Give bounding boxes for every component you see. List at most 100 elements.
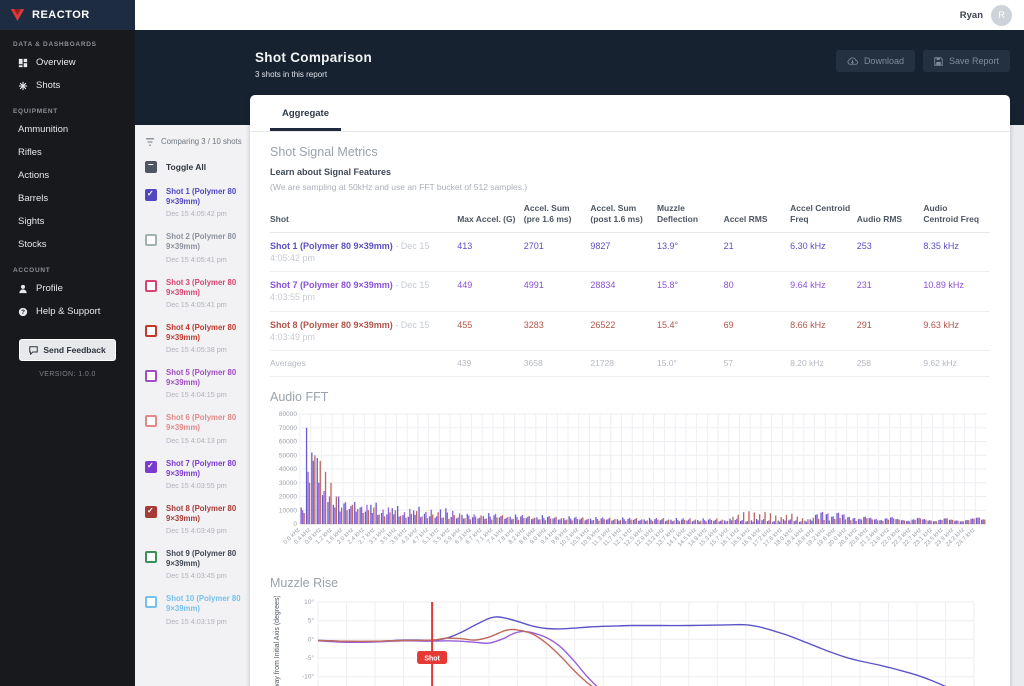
average-value: 8.20 kHz (790, 350, 857, 378)
shot-list-item[interactable]: Shot 5 (Polymer 80 9×39mm) Dec 15 4:04:15… (135, 361, 250, 406)
sidebar: REACTOR DATA & DASHBOARDS Overview Shots EQ… (0, 0, 135, 686)
nav-section-label-account: ACCOUNT (13, 267, 51, 274)
metric-value: 69 (723, 311, 791, 351)
version-label: VERSION: 1.0.0 (39, 371, 96, 378)
sidebar-item-profile[interactable]: Profile (0, 277, 135, 300)
metric-value: 9.64 kHz (790, 271, 857, 312)
metric-value: 28834 (590, 271, 657, 312)
filter-icon (145, 137, 155, 146)
download-button[interactable]: Download (835, 50, 915, 72)
shot-list: Shot 1 (Polymer 80 9×39mm) Dec 15 4:05:42… (135, 180, 250, 633)
sidebar-item-overview[interactable]: Overview (0, 51, 135, 74)
tab-bar: Aggregate (250, 95, 1010, 132)
speech-bubble-icon (29, 345, 39, 355)
avatar[interactable]: R (991, 4, 1012, 26)
svg-text:80000: 80000 (279, 411, 297, 418)
shot-item-text: Shot 10 (Polymer 80 9×39mm) Dec 15 4:03:1… (166, 594, 246, 625)
metric-value: 253 (856, 232, 924, 273)
metric-value: 4991 (523, 271, 591, 312)
tab-aggregate[interactable]: Aggregate (270, 95, 341, 131)
sidebar-item-label: Ammunition (18, 124, 69, 135)
fft-section: Audio FFT 0 10000 20000 30000 40000 50000 6000… (250, 377, 1010, 563)
save-report-button[interactable]: Save Report (922, 50, 1010, 72)
shot-item-time: Dec 15 4:05:41 pm (166, 254, 227, 264)
main-area: Ryan R Shot Comparison 3 shots in this r… (135, 0, 1024, 686)
metric-value: 8.35 kHz (923, 232, 990, 273)
metric-value: 13.9° (656, 232, 724, 273)
shot-cell: Shot 8 (Polymer 80 9×39mm) - Dec 15 4:03… (270, 311, 458, 351)
shot-item-text: Shot 4 (Polymer 80 9×39mm) Dec 15 4:05:38… (166, 323, 246, 354)
table-header-row: Shot Max Accel. (G) Accel. Sum (pre 1.6 ms… (270, 200, 990, 233)
shot-list-item[interactable]: Shot 8 (Polymer 80 9×39mm) Dec 15 4:03:49… (135, 497, 250, 542)
toggle-all-checkbox[interactable] (145, 159, 157, 173)
sidebar-item-barrels[interactable]: Barrels (0, 187, 135, 210)
metric-value: 80 (723, 271, 791, 312)
shot-checkbox[interactable] (145, 551, 157, 563)
shot-checkbox[interactable] (145, 189, 157, 201)
send-feedback-label: Send Feedback (43, 345, 106, 355)
shot-item-name: Shot 7 (Polymer 80 9×39mm) (166, 458, 237, 478)
sidebar-item-label: Stocks (18, 239, 47, 250)
metric-value: 21 (723, 232, 791, 273)
shot-list-item[interactable]: Shot 1 (Polymer 80 9×39mm) Dec 15 4:05:42… (135, 180, 250, 225)
shot-panel-header: Comparing 3 / 10 shots (135, 135, 250, 154)
column-header-accel-sum-post-1-6-ms: Accel. Sum (post 1.6 ms) (590, 200, 657, 233)
shot-checkbox[interactable] (145, 460, 157, 473)
card-wrap: Aggregate Shot Signal Metrics Learn abou… (250, 95, 1024, 686)
sidebar-item-actions[interactable]: Actions (0, 164, 135, 187)
shot-list-item[interactable]: Shot 7 (Polymer 80 9×39mm) Dec 15 4:03:55… (135, 452, 250, 497)
shot-item-name: Shot 5 (Polymer 80 9×39mm) (166, 368, 237, 388)
content-row: Comparing 3 / 10 shots Toggle All Shot 1… (135, 95, 1024, 686)
svg-text:?: ? (21, 309, 25, 316)
sidebar-item-shots[interactable]: Shots (0, 74, 135, 97)
average-value: 439 (457, 350, 524, 378)
shot-list-item[interactable]: Shot 2 (Polymer 80 9×39mm) Dec 15 4:05:41… (135, 225, 250, 270)
shot-checkbox[interactable] (145, 324, 157, 337)
average-value: 15.0° (656, 350, 724, 378)
metrics-title: Shot Signal Metrics (270, 145, 378, 159)
metric-value: 9.63 kHz (923, 311, 990, 351)
shot-checkbox[interactable] (145, 370, 157, 382)
sidebar-item-sights[interactable]: Sights (0, 210, 135, 233)
column-header-accel-centroid-freq: Accel Centroid Freq (790, 200, 857, 233)
shot-row-time: - Dec 15 4:03:49 pm (270, 319, 430, 342)
shot-item-name: Shot 3 (Polymer 80 9×39mm) (166, 277, 237, 297)
metric-value: 291 (856, 311, 924, 351)
metrics-table-head: Shot Max Accel. (G) Accel. Sum (pre 1.6 ms… (270, 200, 990, 233)
shot-link[interactable]: Shot 1 (Polymer 80 9×39mm) (270, 240, 393, 251)
shot-checkbox[interactable] (145, 415, 157, 428)
averages-row: Averages 439 3658 21728 15.0° 57 8.20 kHz 258 9.… (270, 350, 990, 378)
sidebar-item-stocks[interactable]: Stocks (0, 233, 135, 256)
shot-link[interactable]: Shot 8 (Polymer 80 9×39mm) (270, 319, 393, 330)
average-value: 3658 (523, 350, 591, 378)
sidebar-nav: DATA & DASHBOARDS Overview Shots EQUIPMENT A… (0, 30, 135, 323)
column-header-shot: Shot (270, 200, 458, 233)
shot-list-item[interactable]: Shot 4 (Polymer 80 9×39mm) Dec 15 4:05:38… (135, 316, 250, 361)
shot-list-item[interactable]: Shot 6 (Polymer 80 9×39mm) Dec 15 4:04:13… (135, 406, 250, 451)
toggle-all-row[interactable]: Toggle All (135, 154, 250, 180)
metric-value: 2701 (523, 232, 591, 273)
shot-item-name: Shot 6 (Polymer 80 9×39mm) (166, 413, 237, 433)
svg-text:5°: 5° (308, 617, 315, 625)
top-strip: Ryan R (135, 0, 1024, 30)
shot-checkbox[interactable] (145, 596, 157, 609)
user-name: Ryan (959, 9, 983, 21)
shot-item-name: Shot 2 (Polymer 80 9×39mm) (166, 232, 237, 252)
shot-list-item[interactable]: Shot 9 (Polymer 80 9×39mm) Dec 15 4:03:45… (135, 542, 250, 587)
learn-signal-features-link[interactable]: Learn about Signal Features (270, 167, 392, 177)
shot-checkbox[interactable] (145, 505, 157, 518)
shot-checkbox[interactable] (145, 279, 157, 292)
brand: REACTOR (0, 0, 135, 30)
send-feedback-button[interactable]: Send Feedback (19, 339, 116, 361)
page-header-titles: Shot Comparison 3 shots in this report (255, 50, 372, 79)
shot-row-time: - Dec 15 4:03:55 pm (270, 280, 430, 303)
sidebar-item-help-support[interactable]: ? Help & Support (0, 300, 135, 323)
svg-text:50000: 50000 (279, 453, 297, 460)
sidebar-item-ammunition[interactable]: Ammunition (0, 118, 135, 141)
shot-link[interactable]: Shot 7 (Polymer 80 9×39mm) (270, 280, 393, 291)
sidebar-item-rifles[interactable]: Rifles (0, 141, 135, 164)
shot-list-item[interactable]: Shot 10 (Polymer 80 9×39mm) Dec 15 4:03:1… (135, 587, 250, 632)
shot-checkbox[interactable] (145, 234, 157, 247)
shot-list-item[interactable]: Shot 3 (Polymer 80 9×39mm) Dec 15 4:05:41… (135, 271, 250, 316)
shot-item-time: Dec 15 4:03:49 pm (166, 526, 227, 535)
